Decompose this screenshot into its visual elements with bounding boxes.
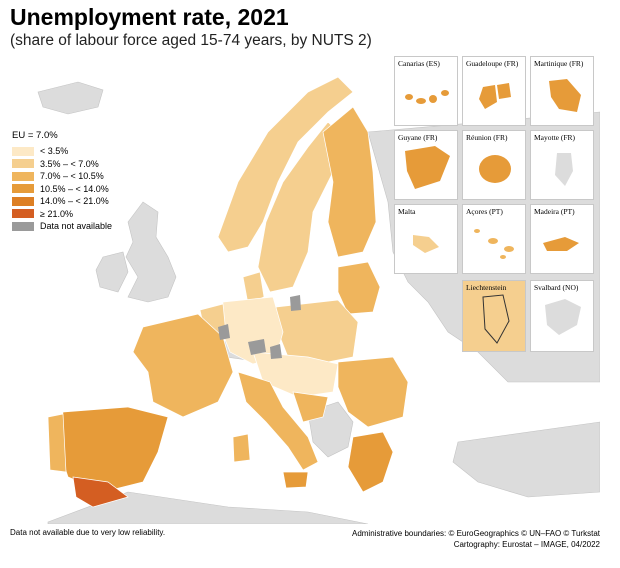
legend-item: 3.5% – < 7.0% xyxy=(12,158,112,171)
legend-label: ≥ 21.0% xyxy=(40,208,73,219)
inset-madeira: Madeira (PT) xyxy=(530,204,594,274)
acores-map xyxy=(474,229,514,259)
map-subtitle: (share of labour force aged 15-74 years,… xyxy=(10,32,372,49)
legend-label: 3.5% – < 7.0% xyxy=(40,158,99,169)
inset-label: Açores (PT) xyxy=(466,207,503,216)
inset-label: Svalbard (NO) xyxy=(534,283,579,292)
legend-item: 7.0% – < 10.5% xyxy=(12,170,112,183)
legend-swatch xyxy=(12,184,34,194)
inset-label: Malta xyxy=(398,207,416,216)
canarias-map xyxy=(405,90,449,104)
legend-swatch xyxy=(12,221,34,231)
liechtenstein-map xyxy=(482,294,510,344)
reunion-map xyxy=(479,155,511,183)
legend-label: 7.0% – < 10.5% xyxy=(40,171,104,182)
legend-item: 14.0% – < 21.0% xyxy=(12,195,112,208)
mayotte-map xyxy=(555,153,573,186)
inset-label: Martinique (FR) xyxy=(534,59,584,68)
inset-label: Guyane (FR) xyxy=(398,133,438,142)
inset-label: Mayotte (FR) xyxy=(534,133,576,142)
no-data-regions xyxy=(218,295,301,359)
legend-swatch xyxy=(12,146,34,156)
legend-label: 14.0% – < 21.0% xyxy=(40,196,109,207)
inset-liechtenstein: Liechtenstein xyxy=(462,280,526,352)
inset-label: Liechtenstein xyxy=(466,283,507,292)
legend-label: Data not available xyxy=(40,221,113,232)
inset-martinique: Martinique (FR) xyxy=(530,56,594,126)
legend-item: < 3.5% xyxy=(12,145,112,158)
map-title: Unemployment rate, 2021 xyxy=(10,4,289,30)
madeira-map xyxy=(543,237,579,251)
inset-guadeloupe: Guadeloupe (FR) xyxy=(462,56,526,126)
malta-map xyxy=(413,235,439,253)
inset-svalbard: Svalbard (NO) xyxy=(530,280,594,352)
legend-label: 10.5% – < 14.0% xyxy=(40,183,109,194)
inset-reunion: Réunion (FR) xyxy=(462,130,526,200)
legend-item: Data not available xyxy=(12,220,112,233)
inset-label: Réunion (FR) xyxy=(466,133,508,142)
legend-eu-value: EU = 7.0% xyxy=(12,130,58,141)
legend-swatch xyxy=(12,159,34,169)
guyane-map xyxy=(405,146,450,189)
martinique-map xyxy=(549,79,581,112)
inset-acores: Açores (PT) xyxy=(462,204,526,274)
inset-canarias: Canarias (ES) xyxy=(394,56,458,126)
footnote: Data not available due to very low relia… xyxy=(10,528,166,537)
inset-label: Madeira (PT) xyxy=(534,207,575,216)
legend: EU = 7.0% < 3.5% 3.5% – < 7.0% 7.0% – < … xyxy=(12,130,112,233)
inset-label: Canarias (ES) xyxy=(398,59,440,68)
legend-swatch xyxy=(12,209,34,219)
credits-line: Cartography: Eurostat – IMAGE, 04/2022 xyxy=(453,540,600,549)
inset-guyane: Guyane (FR) xyxy=(394,130,458,200)
credits: Administrative boundaries: © EuroGeograp… xyxy=(352,528,600,550)
inset-malta: Malta xyxy=(394,204,458,274)
legend-item: 10.5% – < 14.0% xyxy=(12,183,112,196)
nuts2-regions xyxy=(47,76,409,508)
credits-line: Administrative boundaries: © EuroGeograp… xyxy=(351,529,600,538)
inset-label: Guadeloupe (FR) xyxy=(466,59,519,68)
legend-label: < 3.5% xyxy=(40,146,69,157)
guadeloupe-map xyxy=(479,83,511,109)
legend-swatch xyxy=(12,171,34,181)
svalbard-map xyxy=(545,299,581,335)
inset-mayotte: Mayotte (FR) xyxy=(530,130,594,200)
legend-swatch xyxy=(12,196,34,206)
legend-item: ≥ 21.0% xyxy=(12,208,112,221)
